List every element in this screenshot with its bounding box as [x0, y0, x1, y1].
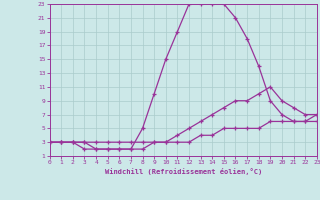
- X-axis label: Windchill (Refroidissement éolien,°C): Windchill (Refroidissement éolien,°C): [105, 168, 262, 175]
